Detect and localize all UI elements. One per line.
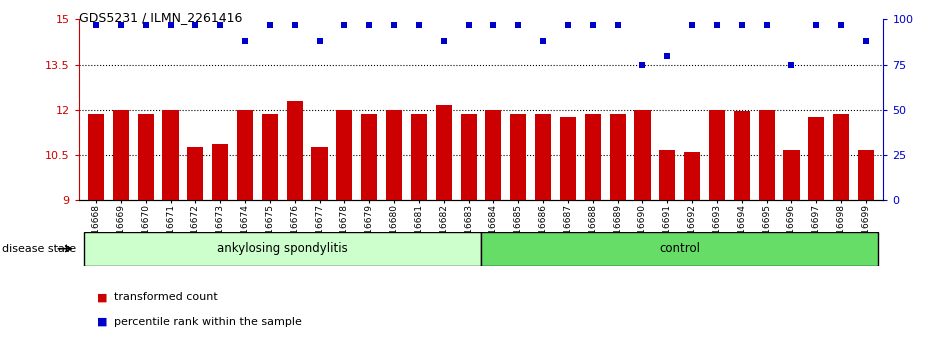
Point — [858, 38, 873, 44]
Text: ■: ■ — [97, 292, 107, 302]
Point — [734, 22, 749, 28]
Point — [114, 22, 129, 28]
Point — [362, 22, 376, 28]
Text: transformed count: transformed count — [114, 292, 217, 302]
Text: control: control — [660, 242, 700, 255]
Bar — [585, 114, 601, 200]
Bar — [857, 150, 874, 200]
Bar — [660, 150, 675, 200]
Bar — [783, 150, 799, 200]
Point — [536, 38, 550, 44]
Bar — [635, 110, 650, 200]
Point — [89, 22, 104, 28]
Bar — [610, 114, 625, 200]
Point — [784, 62, 799, 68]
Point — [188, 22, 203, 28]
Bar — [461, 114, 476, 200]
Bar — [734, 111, 750, 200]
Bar — [684, 152, 700, 200]
Point — [635, 62, 650, 68]
Bar — [138, 114, 154, 200]
Point — [684, 22, 699, 28]
Bar — [436, 105, 451, 200]
Bar — [758, 110, 775, 200]
Bar — [511, 114, 526, 200]
Bar — [386, 110, 402, 200]
Point — [561, 22, 575, 28]
Point — [437, 38, 451, 44]
Bar — [163, 110, 179, 200]
FancyBboxPatch shape — [481, 232, 879, 266]
Bar — [361, 114, 377, 200]
Text: disease state: disease state — [2, 244, 76, 254]
Point — [759, 22, 774, 28]
Bar — [287, 101, 302, 200]
Bar — [808, 117, 824, 200]
Point — [610, 22, 625, 28]
Point — [462, 22, 476, 28]
Bar — [833, 114, 849, 200]
Point — [288, 22, 302, 28]
Point — [312, 38, 327, 44]
Bar — [237, 110, 253, 200]
FancyBboxPatch shape — [83, 232, 481, 266]
Bar — [113, 110, 129, 200]
Point — [263, 22, 278, 28]
Point — [511, 22, 525, 28]
Point — [139, 22, 154, 28]
Bar — [312, 147, 327, 200]
Point — [833, 22, 848, 28]
Bar — [212, 144, 228, 200]
Text: ankylosing spondylitis: ankylosing spondylitis — [217, 242, 348, 255]
Point — [337, 22, 352, 28]
Point — [163, 22, 178, 28]
Point — [660, 53, 674, 58]
Text: ■: ■ — [97, 317, 107, 327]
Point — [586, 22, 600, 28]
Bar — [411, 114, 427, 200]
Point — [808, 22, 824, 28]
Bar — [88, 114, 105, 200]
Point — [486, 22, 500, 28]
Point — [213, 22, 228, 28]
Point — [709, 22, 724, 28]
Point — [387, 22, 401, 28]
Bar — [262, 114, 278, 200]
Text: percentile rank within the sample: percentile rank within the sample — [114, 317, 302, 327]
Bar — [187, 147, 204, 200]
Text: GDS5231 / ILMN_2261416: GDS5231 / ILMN_2261416 — [79, 11, 242, 24]
Point — [412, 22, 426, 28]
Point — [238, 38, 253, 44]
Bar — [337, 110, 352, 200]
Bar — [535, 114, 551, 200]
Bar — [709, 110, 725, 200]
Bar — [560, 117, 576, 200]
Bar — [486, 110, 501, 200]
